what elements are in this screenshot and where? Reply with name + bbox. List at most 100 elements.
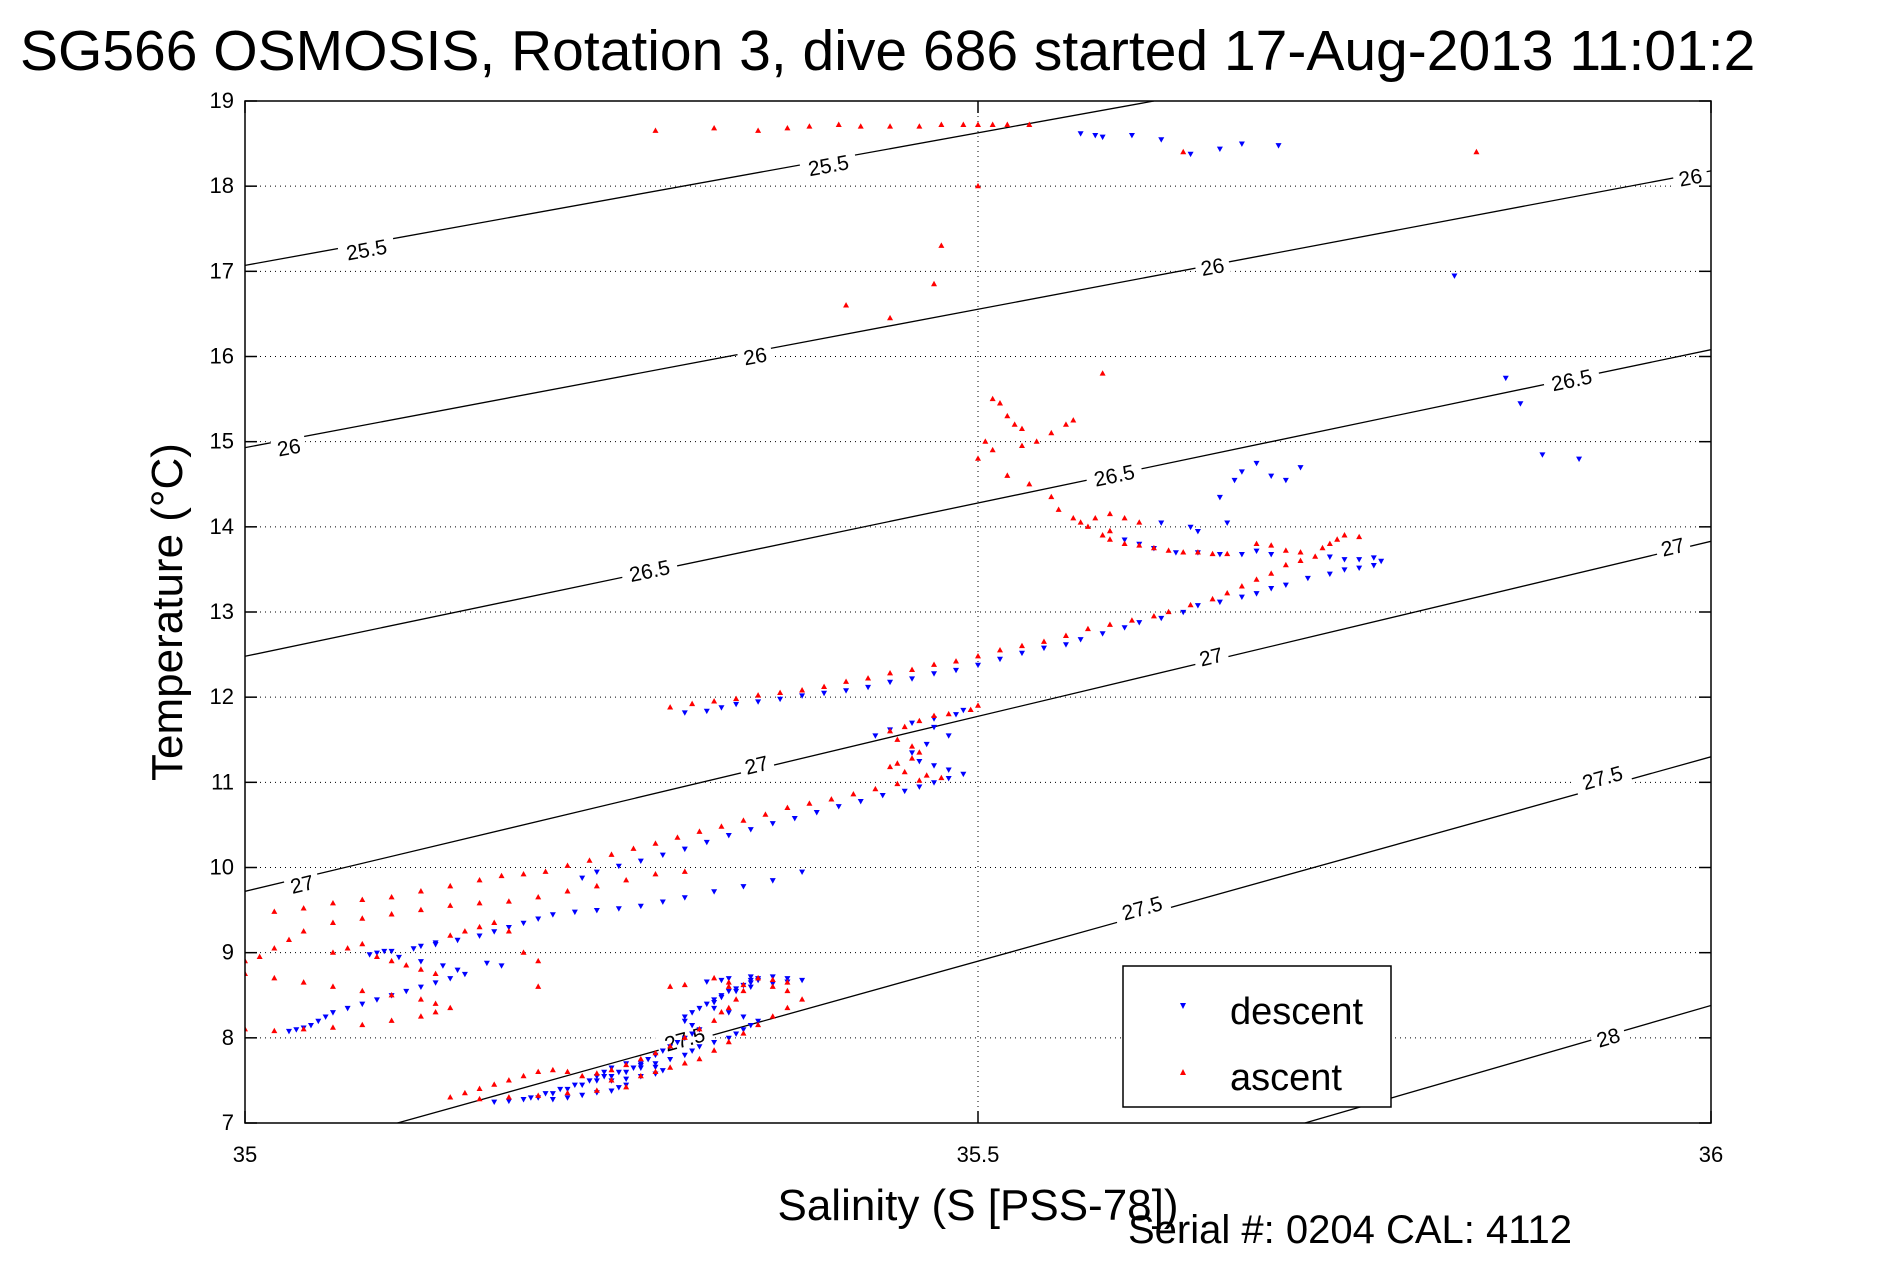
descent-point (601, 1074, 608, 1080)
ascent-point (1026, 480, 1033, 487)
ascent-point (498, 872, 505, 879)
descent-point (505, 925, 512, 931)
legend-ascent-label: ascent (1230, 1057, 1342, 1099)
ascent-point (564, 1089, 571, 1096)
ascent-point (1150, 612, 1157, 619)
descent-point (608, 1074, 615, 1080)
descent-point (623, 1069, 630, 1076)
ascent-point (916, 777, 923, 783)
ascent-point (271, 908, 278, 914)
contour-label: 26 (742, 344, 769, 371)
ascent-point (623, 1061, 630, 1068)
descent-point (747, 974, 754, 980)
axis-ticks: 35 35.5 36 7 8 9 10 11 12 13 14 15 16 17 18 19 (210, 88, 1724, 1167)
y-tick-label: 12 (210, 684, 234, 709)
y-tick-label: 8 (222, 1025, 234, 1050)
descent-point (1268, 473, 1275, 480)
ascent-point (806, 800, 813, 806)
descent-point (740, 1014, 747, 1020)
ascent-point (784, 987, 791, 994)
descent-point (799, 693, 806, 699)
y-tick-label: 18 (210, 173, 234, 198)
ascent-point (953, 658, 960, 664)
ascent-point (799, 996, 806, 1002)
ascent-point (1084, 625, 1091, 632)
descent-point (1187, 151, 1194, 158)
descent-point (711, 1005, 718, 1012)
ascent-point (975, 702, 981, 708)
descent-point (879, 793, 886, 799)
ascent-point (909, 743, 916, 749)
descent-point (322, 1014, 329, 1020)
ascent-point (1253, 540, 1260, 546)
ascent-point (857, 123, 864, 129)
descent-point (637, 903, 644, 910)
descent-point (652, 1061, 659, 1067)
ascent-point (447, 1004, 454, 1011)
descent-point (557, 1086, 564, 1093)
ascent-point (894, 736, 901, 742)
ascent-point (608, 1066, 615, 1073)
ascent-point (271, 945, 278, 951)
density-contour (245, 170, 1711, 449)
ascent-point (711, 698, 718, 704)
descent-point (1451, 273, 1458, 279)
ascent-point (285, 936, 292, 942)
ascent-point (996, 647, 1003, 653)
descent-point (403, 988, 410, 995)
ascent-point (1018, 642, 1025, 649)
descent-point (865, 684, 872, 691)
density-contours (245, 101, 1711, 1123)
contour-label: 26 (275, 435, 302, 462)
data-points (245, 121, 1583, 1106)
ascent-point (1326, 540, 1333, 546)
descent-point (307, 1022, 314, 1029)
ascent-point (784, 1004, 791, 1011)
contour-label-gap (1193, 251, 1232, 284)
descent-point (549, 1097, 556, 1103)
y-tick-label: 10 (210, 855, 234, 880)
descent-point (535, 916, 542, 922)
legend: descent ascent (1122, 965, 1392, 1108)
ascent-point (505, 898, 512, 904)
y-tick-label: 14 (210, 514, 234, 539)
ascent-point (1165, 608, 1172, 615)
ascent-point (681, 1060, 688, 1066)
ascent-point (975, 455, 981, 461)
descent-point (571, 909, 578, 916)
descent-point (454, 967, 461, 973)
ascent-point (271, 974, 278, 981)
y-tick-label: 16 (210, 344, 234, 369)
descent-point (571, 1082, 578, 1088)
contour-label: 26 (1677, 165, 1704, 192)
descent-point (1158, 520, 1165, 526)
descent-point (344, 1005, 351, 1012)
ascent-point (637, 1072, 644, 1079)
descent-point (718, 994, 725, 1001)
ascent-point (1297, 557, 1304, 563)
ascent-point (1070, 515, 1077, 521)
contour-label-gap (1084, 457, 1145, 495)
ascent-point (461, 928, 468, 934)
ascent-point (784, 804, 791, 810)
descent-point (813, 810, 820, 816)
ascent-point (652, 840, 659, 846)
ascent-point (388, 991, 395, 998)
descent-point (1253, 548, 1260, 554)
ascent-point (931, 712, 938, 719)
ascent-point (755, 692, 762, 698)
contour-label-gap (1588, 1020, 1629, 1056)
ascent-point (1040, 638, 1047, 644)
descent-point (659, 899, 666, 905)
descent-point (579, 1082, 586, 1088)
descent-point (1231, 477, 1238, 484)
ascent-point (1018, 425, 1025, 431)
descent-point (1216, 599, 1223, 606)
descent-point (491, 1099, 498, 1106)
descent-point (645, 1057, 652, 1063)
legend-descent-label: descent (1230, 991, 1364, 1033)
ascent-point (505, 1094, 512, 1100)
descent-point (593, 907, 600, 914)
ascent-point (975, 652, 981, 659)
descent-point (725, 976, 732, 982)
